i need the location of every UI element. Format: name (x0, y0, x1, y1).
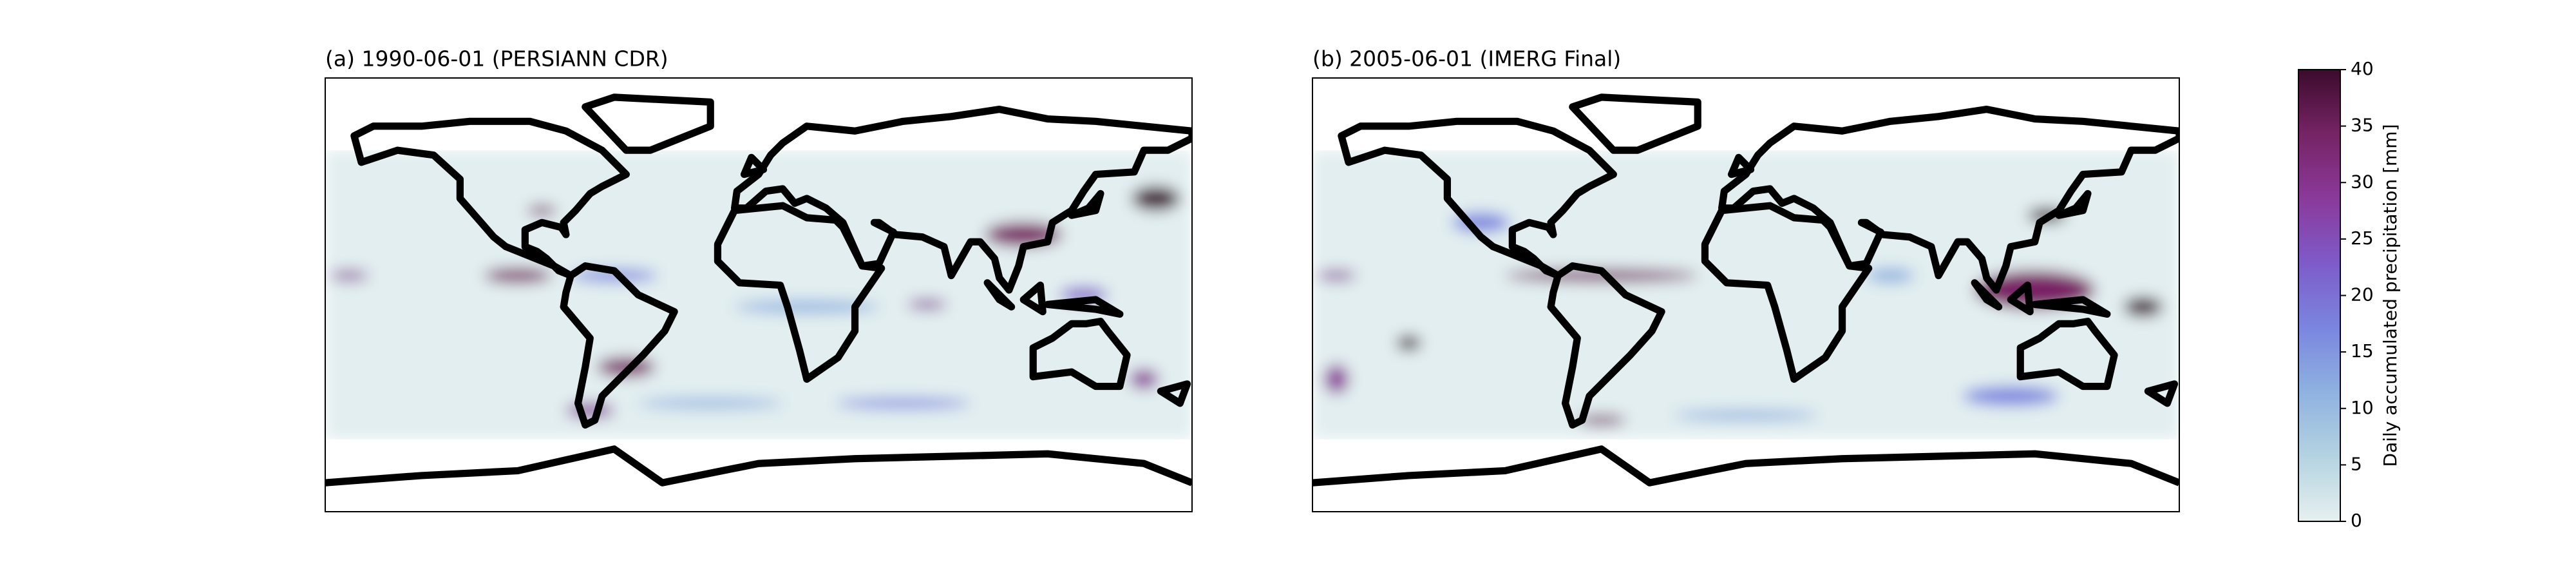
colorbar-tick-label: 10 (2351, 397, 2374, 418)
colorbar-tick-label: 40 (2351, 58, 2374, 79)
colorbar-tick-label: 0 (2351, 510, 2362, 531)
map-panel: (a) 1990-06-01 (PERSIANN CDR) (325, 46, 1193, 512)
colorbar-tick-label: 25 (2351, 227, 2374, 249)
panels: (a) 1990-06-01 (PERSIANN CDR) (b) 2005-06… (325, 46, 2180, 512)
map-frame (1312, 77, 2180, 512)
colorbar-tick-label: 20 (2351, 284, 2374, 305)
map-panel: (b) 2005-06-01 (IMERG Final) (1312, 46, 2180, 512)
panel-title: (a) 1990-06-01 (PERSIANN CDR) (325, 46, 668, 72)
colorbar: 0 5 10 15 20 25 30 35 40 Daily accumulated precip… (2298, 58, 2401, 531)
panel-title: (b) 2005-06-01 (IMERG Final) (1312, 46, 1621, 72)
colorbar-label: Daily accumulated precipitation [mm] (2380, 124, 2401, 467)
colorbar-fill (2298, 70, 2340, 521)
colorbar-tick-label: 35 (2351, 115, 2374, 136)
colorbar-tick-label: 30 (2351, 171, 2374, 192)
colorbar-tick-label: 15 (2351, 340, 2374, 362)
colorbar-tick-label: 5 (2351, 453, 2362, 474)
map-frame (325, 77, 1193, 512)
